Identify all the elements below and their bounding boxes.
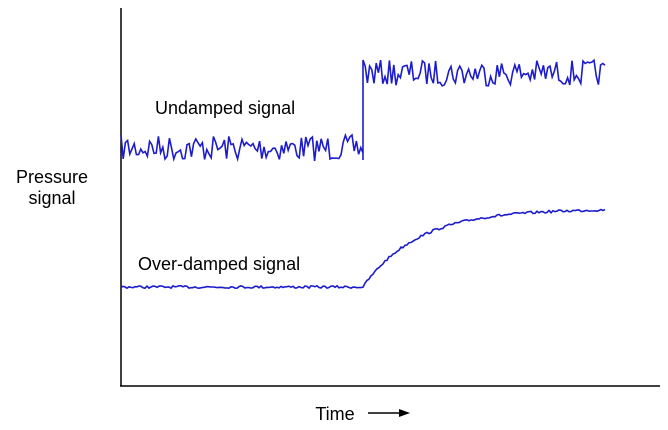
- x-axis-label: Time: [315, 404, 354, 424]
- undamped-signal: [120, 58, 606, 163]
- y-axis-label-line: signal: [28, 188, 75, 208]
- y-axis-label-line: Pressure: [16, 167, 88, 187]
- time-arrow: [368, 409, 410, 417]
- undamped-label: Undamped signal: [155, 98, 295, 118]
- over-damped-label: Over-damped signal: [138, 254, 300, 274]
- over-damped-signal: [120, 208, 606, 290]
